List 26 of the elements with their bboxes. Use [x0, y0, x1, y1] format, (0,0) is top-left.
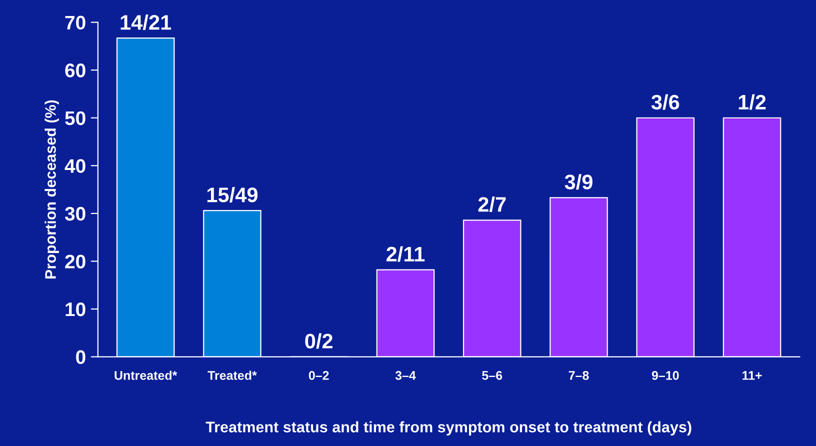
y-tick-label: 0	[76, 350, 86, 364]
x-tick-label: 9–10	[652, 371, 679, 380]
y-axis-title: Proportion deceased (%)	[44, 100, 59, 279]
y-tick-label: 20	[65, 254, 86, 268]
y-tick-label: 10	[66, 302, 86, 316]
annotation: 15/49	[207, 186, 258, 203]
x-tick-label: Untreated*	[114, 370, 178, 380]
y-tick-label: 70	[65, 16, 86, 30]
y-tick-label: 60	[65, 64, 86, 78]
x-tick-label: 0–2	[308, 371, 329, 380]
x-tick-label: 3–4	[395, 371, 416, 380]
annotation: 3/6	[651, 94, 680, 110]
x-tick-label: 5–6	[482, 371, 502, 380]
annotation: 2/7	[478, 196, 506, 212]
annotation: 0/2	[305, 333, 332, 349]
x-tick-label: Treated*	[208, 370, 257, 380]
x-tick-label: 7–8	[568, 371, 589, 380]
annotation: 3/9	[564, 174, 592, 190]
annotation: 2/11	[386, 246, 425, 262]
annotation: 1/2	[738, 94, 766, 110]
annotation: 14/21	[120, 14, 172, 30]
x-tick-label: 11+	[742, 371, 762, 380]
y-tick-label: 30	[64, 206, 86, 221]
y-tick-label: 50	[65, 111, 86, 126]
x-axis-title: Treatment status and time from symptom onset to treatment (days)	[206, 421, 692, 436]
y-tick-label: 40	[64, 159, 86, 173]
